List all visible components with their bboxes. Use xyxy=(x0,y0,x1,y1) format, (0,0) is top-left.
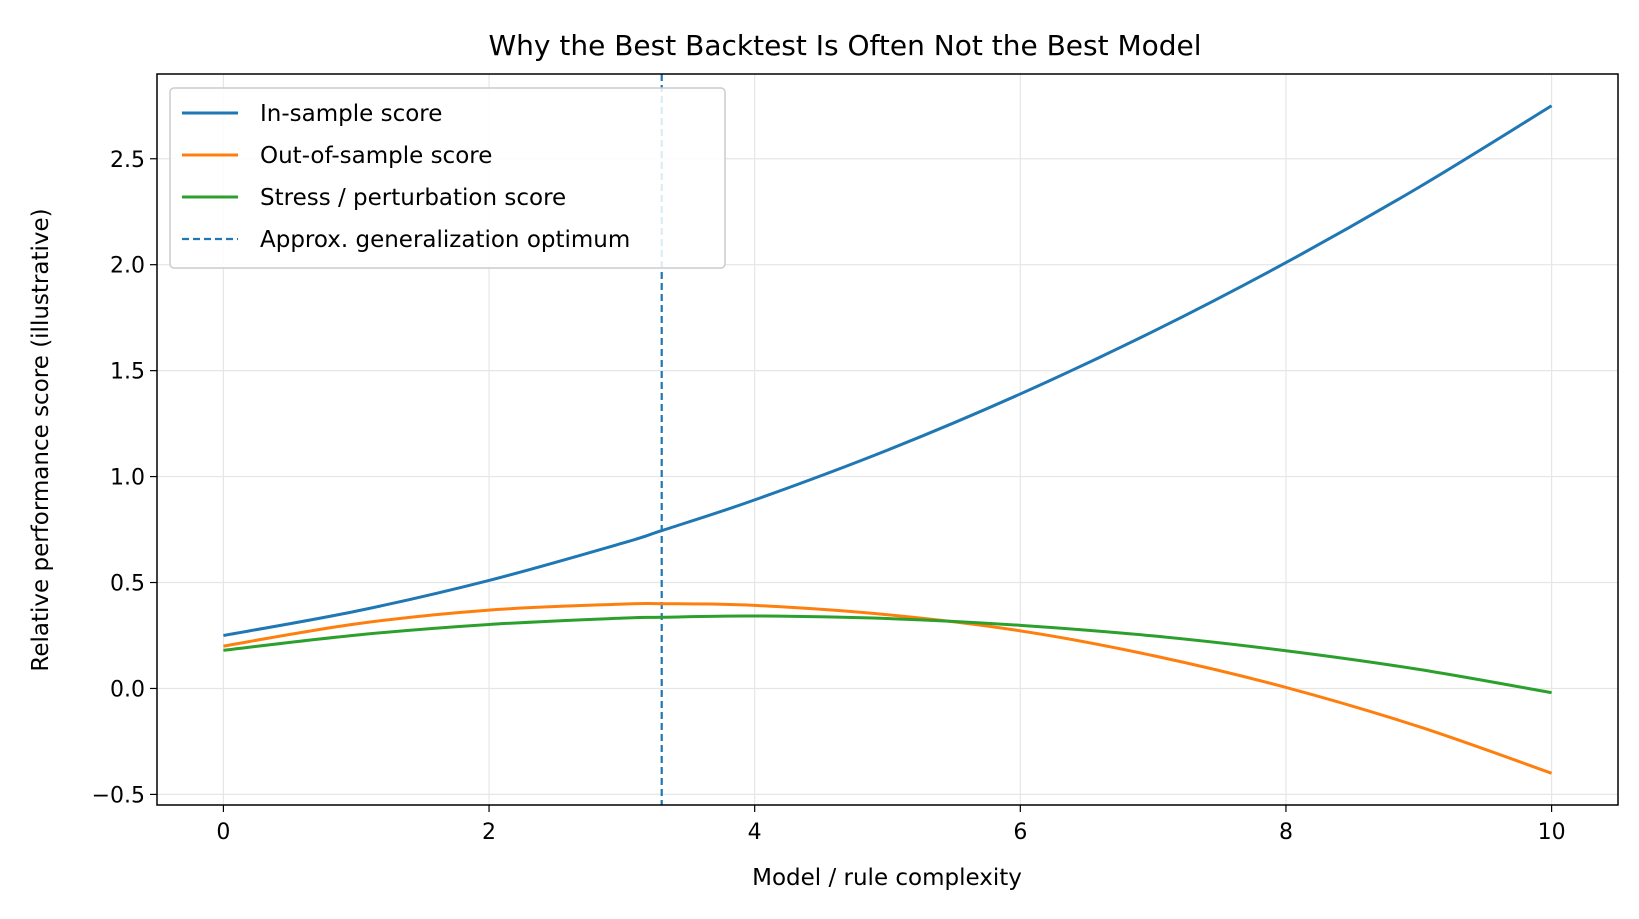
series-layer xyxy=(223,104,1553,775)
x-tick-label: 0 xyxy=(216,820,230,845)
tick-layer: 0 2 4 6 8 10 −0.5 0.0 0.5 1.0 1.5 2.0 2.5 xyxy=(92,148,1566,845)
y-tick-label: 2.5 xyxy=(110,148,145,173)
legend-label: Stress / perturbation score xyxy=(260,185,566,211)
y-tick-label: 2.0 xyxy=(110,254,145,279)
x-tick-label: 10 xyxy=(1538,820,1566,845)
series-line-stress-perturbation-score xyxy=(223,614,1552,695)
y-tick-label: −0.5 xyxy=(92,783,145,808)
plot-frame xyxy=(156,73,1619,806)
legend-label: Approx. generalization optimum xyxy=(260,227,630,253)
y-tick-label: 0.0 xyxy=(110,677,145,702)
x-axis-title: Model / rule complexity xyxy=(752,865,1022,891)
legend-label: Out-of-sample score xyxy=(260,143,492,169)
series-line-in-sample-score xyxy=(223,104,1553,637)
y-tick-label: 1.0 xyxy=(110,466,145,491)
y-axis-title: Relative performance score (illustrative… xyxy=(28,208,54,671)
x-tick-label: 2 xyxy=(482,820,496,845)
y-tick-label: 0.5 xyxy=(110,572,145,597)
legend-box xyxy=(169,87,726,269)
legend-label: In-sample score xyxy=(260,101,442,127)
x-tick-label: 4 xyxy=(748,820,762,845)
y-tick-label: 1.5 xyxy=(110,360,145,385)
grid-layer xyxy=(157,74,1618,805)
legend: In-sample score Out-of-sample score Stress… xyxy=(169,87,726,269)
chart-title: Why the Best Backtest Is Often Not the B… xyxy=(488,29,1201,62)
x-tick-label: 8 xyxy=(1279,820,1293,845)
x-tick-label: 6 xyxy=(1013,820,1027,845)
series-line-out-of-sample-score xyxy=(223,601,1553,775)
